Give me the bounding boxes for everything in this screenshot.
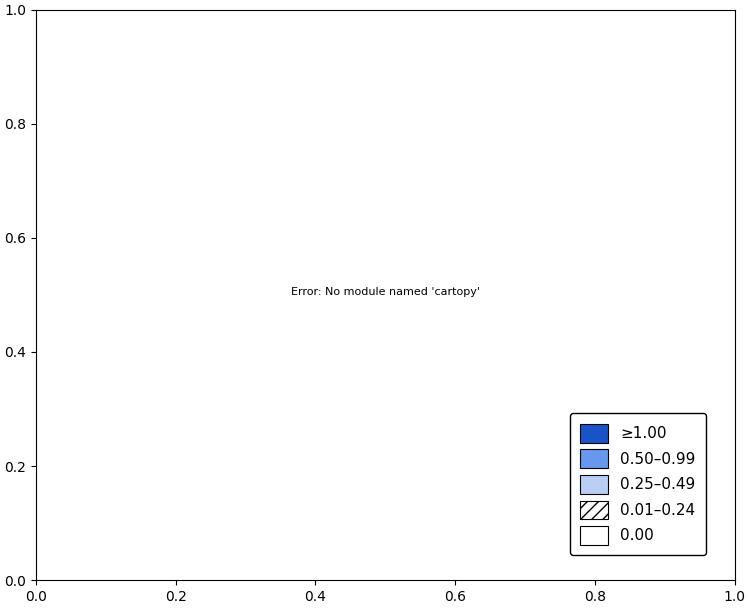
Text: Error: No module named 'cartopy': Error: No module named 'cartopy' (291, 287, 480, 297)
Legend: ≥1.00, 0.50–0.99, 0.25–0.49, 0.01–0.24, 0.00: ≥1.00, 0.50–0.99, 0.25–0.49, 0.01–0.24, … (570, 413, 706, 555)
